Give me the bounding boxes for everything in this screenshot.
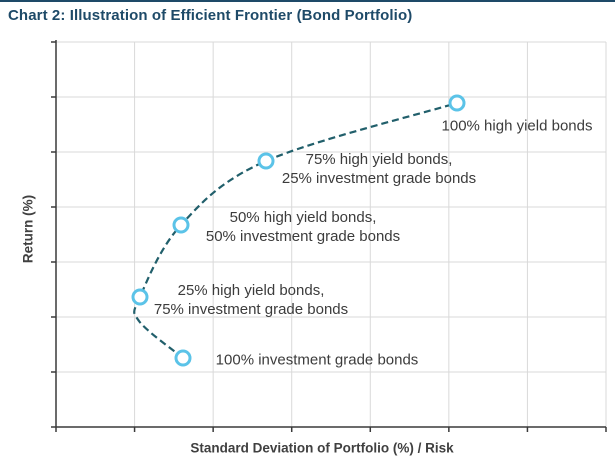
data-point-label: 75% high yield bonds, 25% investment grad… xyxy=(281,151,477,187)
data-point-marker xyxy=(131,288,149,306)
data-point-marker xyxy=(174,349,192,367)
data-point-marker xyxy=(172,216,190,234)
x-axis-label: Standard Deviation of Portfolio (%) / Ri… xyxy=(190,440,454,456)
data-point-marker xyxy=(257,152,275,170)
data-point-label: 100% high yield bonds xyxy=(441,117,593,135)
data-point-label: 50% high yield bonds, 50% investment grad… xyxy=(205,209,401,245)
data-point-label: 25% high yield bonds, 75% investment grad… xyxy=(153,282,349,318)
top-rule-divider xyxy=(0,0,615,2)
y-axis-label: Return (%) xyxy=(20,194,36,264)
data-point-label: 100% investment grade bonds xyxy=(215,351,419,369)
chart-title: Chart 2: Illustration of Efficient Front… xyxy=(8,7,413,24)
data-point-marker xyxy=(448,94,466,112)
